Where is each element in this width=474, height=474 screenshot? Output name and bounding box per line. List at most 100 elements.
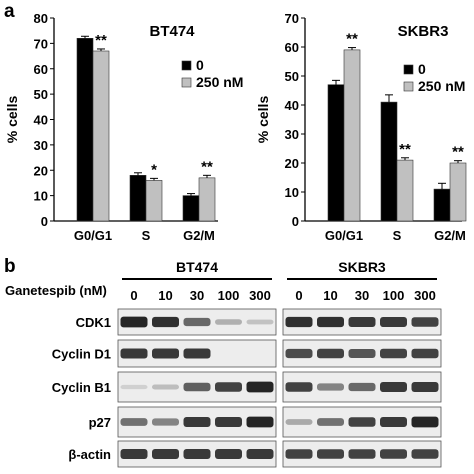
concentration-label: 30 (190, 288, 204, 303)
bar-skbr3-treated (396, 159, 414, 222)
legend-swatch (403, 64, 414, 75)
y-tick-label: 50 (34, 87, 48, 102)
blot-band (317, 418, 344, 426)
blot-band (152, 384, 179, 390)
blot-band (215, 417, 242, 427)
blot-band (380, 348, 407, 359)
bar-bt474-treated (198, 177, 216, 222)
blot-band (411, 382, 439, 392)
protein-label: Cyclin D1 (52, 347, 111, 362)
blot-band (215, 449, 242, 459)
blot-band (152, 348, 179, 359)
y-tick-label: 0 (292, 214, 299, 229)
blot-band (246, 449, 274, 459)
protein-label: CDK1 (76, 315, 111, 330)
blot-band (120, 348, 148, 359)
y-tick-label: 30 (34, 138, 48, 153)
bt474-cell-cycle-chart: 0 10 20 30 40 50 60 70 80 % cells BT474 ** G0/G1 * S **… (4, 11, 243, 243)
legend-label: 250 nM (196, 74, 243, 90)
x-tick-label: S (142, 228, 151, 243)
bar-skbr3-control (327, 84, 345, 222)
blot-band (285, 348, 313, 359)
concentration-label: 100 (218, 288, 240, 303)
significance-mark: ** (201, 158, 213, 175)
bar-bt474-control (129, 175, 147, 222)
bar-skbr3-treated (343, 49, 361, 222)
concentration-label: 10 (323, 288, 337, 303)
blot-band (183, 417, 211, 427)
blot-band (348, 382, 376, 392)
blot-band (152, 418, 179, 426)
bar-skbr3-control (380, 101, 398, 222)
y-axis-label: % cells (255, 96, 271, 144)
y-tick-label: 40 (34, 113, 48, 128)
y-tick-label: 20 (285, 156, 299, 171)
blot-band (380, 449, 407, 459)
significance-mark: ** (399, 141, 411, 158)
bar-bt474-treated (92, 50, 110, 222)
skbr3-cell-cycle-chart: 0 10 20 30 40 50 60 70 % cells SKBR3 ** G0/G1 ** S ** G… (255, 11, 467, 243)
blot-band (120, 449, 148, 459)
y-tick-label: 10 (285, 185, 299, 200)
significance-mark: ** (95, 32, 107, 49)
blot-band (380, 317, 407, 327)
blot-band (317, 316, 344, 328)
y-tick-label: 30 (285, 127, 299, 142)
blot-band (246, 416, 274, 428)
blot-band (152, 316, 179, 328)
blot-band (183, 317, 211, 327)
blot-band (246, 319, 274, 325)
y-tick-label: 10 (34, 189, 48, 204)
concentration-label: 300 (414, 288, 436, 303)
chart-title: BT474 (149, 23, 195, 40)
bar-skbr3-treated (449, 162, 467, 222)
bar-bt474-treated (145, 180, 163, 222)
blot-band (120, 316, 148, 328)
panel-b-label: b (4, 256, 16, 277)
blot-band (348, 349, 376, 358)
blot-band (152, 449, 179, 459)
legend-swatch (403, 81, 414, 92)
concentration-label: 300 (249, 288, 271, 303)
blot-band (285, 419, 313, 425)
y-tick-label: 70 (285, 11, 299, 26)
legend-label: 250 nM (418, 78, 465, 94)
y-tick-label: 50 (285, 69, 299, 84)
y-tick-label: 60 (34, 62, 48, 77)
blot-band (317, 383, 344, 391)
blot-band (183, 382, 211, 392)
concentration-label: 10 (158, 288, 172, 303)
x-tick-label: G2/M (183, 228, 215, 243)
y-tick-label: 70 (34, 36, 48, 51)
blot-band (348, 449, 376, 459)
chart-title: SKBR3 (398, 23, 449, 40)
blot-band (411, 317, 439, 327)
x-tick-label: G2/M (434, 228, 466, 243)
bar-skbr3-control (433, 188, 451, 222)
blot-band (183, 449, 211, 459)
blot-band (120, 384, 148, 390)
bar-bt474-control (76, 37, 94, 222)
x-tick-label: S (393, 228, 402, 243)
concentration-label: 30 (355, 288, 369, 303)
blot-band (317, 449, 344, 459)
y-tick-label: 60 (285, 40, 299, 55)
y-tick-label: 80 (34, 11, 48, 26)
blot-band (215, 319, 242, 325)
blot-band (380, 382, 407, 392)
significance-mark: * (151, 161, 157, 178)
blot-band (411, 449, 439, 459)
blot-band (285, 382, 313, 392)
blot-band (120, 418, 148, 426)
protein-label: Cyclin B1 (52, 380, 111, 395)
treatment-label: Ganetespib (nM) (5, 283, 107, 298)
legend-swatch (181, 77, 192, 88)
protein-label: p27 (89, 415, 111, 430)
concentration-label: 0 (130, 288, 137, 303)
blot-band (246, 381, 274, 393)
y-axis-label: % cells (4, 96, 20, 144)
blot-band (285, 316, 313, 328)
y-tick-label: 40 (285, 98, 299, 113)
concentration-label: 100 (383, 288, 405, 303)
blot-band (348, 417, 376, 427)
